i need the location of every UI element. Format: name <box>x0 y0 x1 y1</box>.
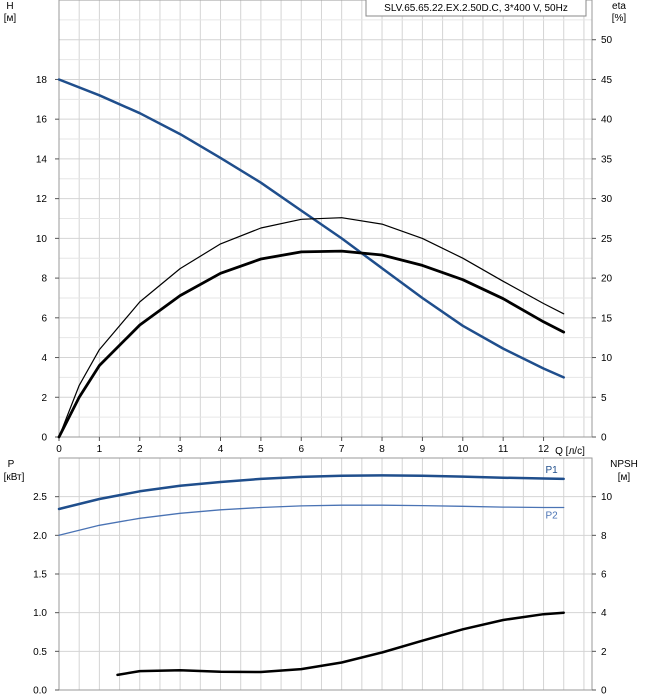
series-line <box>57 474 565 511</box>
y-right-tick-label: 4 <box>601 608 607 619</box>
y-left-tick-label: 0.5 <box>33 647 47 658</box>
y-right-tick-label: 15 <box>601 313 613 324</box>
top-left-axis-label-line1: H <box>6 1 13 12</box>
y-left-tick-label: 6 <box>41 313 47 324</box>
y-right-tick-label: 2 <box>601 647 607 658</box>
top-left-axis-label-line2: [м] <box>4 13 17 24</box>
y-right-tick-label: 8 <box>601 531 607 542</box>
y-left-tick-label: 1.5 <box>33 570 47 581</box>
x-tick-label: 12 <box>538 444 550 455</box>
y-right-tick-label: 10 <box>601 492 613 503</box>
y-left-tick-label: 18 <box>36 75 48 86</box>
top-plot-frame <box>58 0 593 438</box>
x-tick-label: 0 <box>56 444 62 455</box>
x-tick-label: 10 <box>457 444 469 455</box>
series-label: P1 <box>546 465 559 476</box>
y-left-tick-label: 12 <box>36 194 48 205</box>
x-axis-label: Q [л/с] <box>555 446 585 457</box>
y-left-tick-label: 4 <box>41 353 47 364</box>
x-tick-label: 1 <box>97 444 103 455</box>
x-tick-label: 2 <box>137 444 143 455</box>
series-line <box>57 249 566 439</box>
bottom-left-axis-label-line1: P <box>8 459 15 470</box>
bottom-right-axis-label-line2: [м] <box>618 472 631 483</box>
series-line <box>58 504 565 536</box>
y-right-tick-label: 35 <box>601 154 613 165</box>
y-right-tick-label: 40 <box>601 115 613 126</box>
x-tick-label: 7 <box>339 444 345 455</box>
y-left-tick-label: 16 <box>36 115 48 126</box>
y-left-tick-label: 0 <box>41 433 47 444</box>
top-right-axis-label-line1: eta <box>612 1 626 12</box>
series-line <box>116 611 565 677</box>
x-tick-label: 8 <box>379 444 385 455</box>
x-tick-label: 5 <box>258 444 264 455</box>
y-right-tick-label: 45 <box>601 75 613 86</box>
bottom-right-axis-label-line1: NPSH <box>610 459 638 470</box>
y-right-tick-label: 0 <box>601 433 607 444</box>
y-left-tick-label: 1.0 <box>33 608 47 619</box>
y-right-tick-label: 30 <box>601 194 613 205</box>
y-right-tick-label: 20 <box>601 274 613 285</box>
y-right-tick-label: 5 <box>601 393 607 404</box>
bottom-chart-grid <box>59 458 592 690</box>
y-left-tick-label: 10 <box>36 234 48 245</box>
x-tick-label: 3 <box>177 444 183 455</box>
top-right-axis-label-line2: [%] <box>612 13 627 24</box>
y-right-tick-label: 50 <box>601 35 613 46</box>
y-left-tick-label: 2.5 <box>33 492 47 503</box>
x-tick-label: 6 <box>298 444 304 455</box>
y-left-tick-label: 0.0 <box>33 686 47 697</box>
y-left-tick-label: 2 <box>41 393 47 404</box>
y-right-tick-label: 25 <box>601 234 613 245</box>
y-right-tick-label: 10 <box>601 353 613 364</box>
title-box-text: SLV.65.65.22.EX.2.50D.C, 3*400 V, 50Hz <box>384 3 568 14</box>
y-left-tick-label: 2.0 <box>33 531 47 542</box>
x-tick-label: 9 <box>420 444 426 455</box>
y-left-tick-label: 8 <box>41 274 47 285</box>
x-tick-label: 11 <box>498 444 509 455</box>
series-line <box>58 217 565 438</box>
y-right-tick-label: 0 <box>601 686 607 697</box>
y-left-tick-label: 14 <box>36 154 48 165</box>
y-right-tick-label: 6 <box>601 570 607 581</box>
title-box <box>365 0 587 17</box>
x-tick-label: 4 <box>218 444 224 455</box>
series-label: P2 <box>546 510 559 521</box>
bottom-left-axis-label-line2: [кВт] <box>4 472 25 483</box>
series-line <box>57 78 565 379</box>
chart-series: P1 P2 <box>57 78 566 677</box>
